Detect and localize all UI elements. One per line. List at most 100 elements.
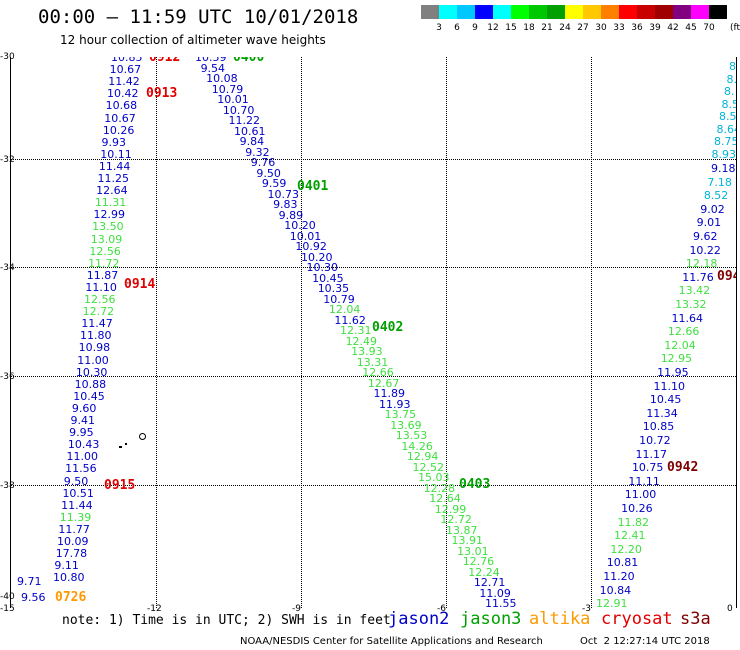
- wave-height-value: 13.91: [451, 534, 484, 547]
- wave-height-value: 10.51: [62, 486, 94, 500]
- grid-line-lon: [446, 57, 447, 608]
- color-swatch: [493, 5, 511, 19]
- wave-height-value: 12.72: [82, 305, 115, 319]
- wave-height-value: 13.69: [390, 418, 422, 432]
- wave-height-value: 11.55: [485, 597, 517, 608]
- wave-height-value: 9.95: [69, 426, 94, 440]
- time-label: 0401: [297, 179, 329, 194]
- color-scale-label: 27: [577, 23, 589, 33]
- grid-line-lon: [156, 57, 157, 608]
- note-text: note: 1) Time is in UTC; 2) SWH is in fe…: [62, 613, 391, 628]
- wave-height-value: 13.93: [351, 345, 383, 358]
- wave-height-value: 9.83: [273, 198, 298, 211]
- legend-jason3: jason3: [460, 609, 522, 629]
- color-swatch: [691, 5, 709, 19]
- wave-height-value: 8.5: [721, 97, 737, 111]
- wave-height-value: 11.77: [58, 522, 90, 536]
- wave-height-value: 10.30: [75, 365, 108, 379]
- wave-height-value: 9.02: [700, 202, 725, 216]
- longitude-label: -6: [437, 604, 446, 614]
- wave-height-value: 12.04: [328, 303, 361, 316]
- longitude-label: -9: [292, 604, 301, 614]
- wave-height-value: 11.44: [61, 498, 93, 512]
- wave-height-value: 8.: [726, 72, 737, 86]
- wave-height-value: 12.66: [667, 325, 700, 339]
- wave-height-value: 11.87: [86, 268, 119, 282]
- wave-height-value: 15.03: [418, 471, 450, 484]
- color-swatch: [619, 5, 637, 19]
- latitude-label: -30: [0, 52, 15, 62]
- wave-height-value: 11.62: [334, 313, 366, 327]
- time-label: 0402: [372, 320, 404, 335]
- wave-height-value: 9.41: [70, 414, 96, 427]
- wave-height-value: 13.01: [457, 544, 489, 558]
- color-swatch: [475, 5, 493, 19]
- color-swatch: [439, 5, 457, 19]
- legend-jason2: jason2: [388, 609, 450, 629]
- wave-height-value: 10.67: [109, 63, 142, 77]
- wave-height-value: 9.11: [54, 559, 79, 573]
- wave-height-value: 10.98: [78, 341, 111, 355]
- wave-height-value: 12.18: [685, 257, 718, 271]
- page-title: 00:00 – 11:59 UTC 10/01/2018: [38, 6, 359, 28]
- latitude-label: -32: [0, 155, 15, 165]
- wave-height-value: 11.44: [98, 159, 131, 173]
- wave-height-value: 9.50: [256, 166, 281, 180]
- color-swatch: [637, 5, 655, 19]
- wave-height-value: 10.75: [631, 461, 664, 475]
- wave-height-value: 10.20: [300, 250, 333, 264]
- color-swatch: [565, 5, 583, 19]
- island-marker: [119, 446, 122, 448]
- wave-height-value: 13.31: [356, 355, 389, 369]
- wave-height-value: 11.22: [228, 114, 260, 127]
- wave-height-value: 12.95: [660, 352, 693, 366]
- wave-height-value: 13.75: [384, 408, 417, 421]
- wave-height-value: 10.85: [111, 57, 143, 64]
- wave-height-value: 12.72: [440, 513, 472, 526]
- color-scale-label: 9: [472, 23, 478, 33]
- color-swatch: [529, 5, 547, 19]
- grid-line-lat: [11, 376, 736, 377]
- color-scale-unit: (ft): [730, 23, 740, 33]
- wave-height-value: 12.71: [473, 576, 506, 589]
- credit-text: NOAA/NESDIS Center for Satellite Applica…: [240, 636, 543, 647]
- wave-height-value: 12.28: [423, 481, 456, 495]
- wave-height-value: 13.09: [90, 232, 123, 246]
- wave-height-value: 11.00: [624, 488, 657, 502]
- time-label: 0914: [124, 277, 156, 292]
- wave-height-value: 10.45: [312, 271, 344, 285]
- wave-height-value: 11.80: [79, 329, 112, 343]
- generated-timestamp: Oct 2 12:27:14 UTC 2018: [580, 636, 710, 647]
- wave-height-value: 12.76: [462, 555, 495, 568]
- wave-height-value: 8.: [729, 60, 736, 73]
- color-scale-label: 36: [631, 23, 643, 33]
- time-label: 0400: [233, 57, 265, 65]
- wave-height-value: 11.56: [65, 462, 97, 476]
- time-label: 094: [717, 269, 736, 284]
- wave-height-value: 12.49: [345, 334, 378, 348]
- wave-height-value: 10.84: [599, 583, 632, 597]
- wave-height-value: 11.89: [373, 387, 405, 400]
- wave-height-value: 9.56: [21, 591, 46, 604]
- wave-height-value: 9.71: [17, 575, 42, 588]
- wave-height-value: 8.93: [711, 147, 737, 161]
- wave-height-value: 13.50: [92, 220, 124, 234]
- wave-height-value: 10.08: [206, 72, 238, 85]
- wave-height-value: 10.35: [317, 282, 350, 295]
- wave-height-value: 13.42: [678, 284, 711, 298]
- wave-height-value: 10.20: [284, 219, 316, 232]
- wave-height-value: 13.32: [675, 298, 707, 311]
- wave-height-value: 10.42: [106, 87, 139, 101]
- wave-height-value: 11.10: [653, 379, 686, 393]
- wave-height-value: 8.64: [716, 122, 737, 136]
- wave-height-value: 13.87: [445, 523, 478, 537]
- wave-height-value: 12.99: [93, 208, 125, 222]
- grid-line-lat: [11, 485, 736, 486]
- wave-height-value: 7.18: [707, 175, 732, 189]
- wave-height-value: 11.17: [635, 447, 668, 461]
- grid-line-lat: [11, 267, 736, 268]
- wave-height-value: 8.5: [719, 110, 737, 123]
- legend-cryosat: cryosat: [601, 609, 673, 629]
- wave-height-value: 9.84: [239, 135, 265, 148]
- wave-height-value: 10.67: [104, 111, 136, 125]
